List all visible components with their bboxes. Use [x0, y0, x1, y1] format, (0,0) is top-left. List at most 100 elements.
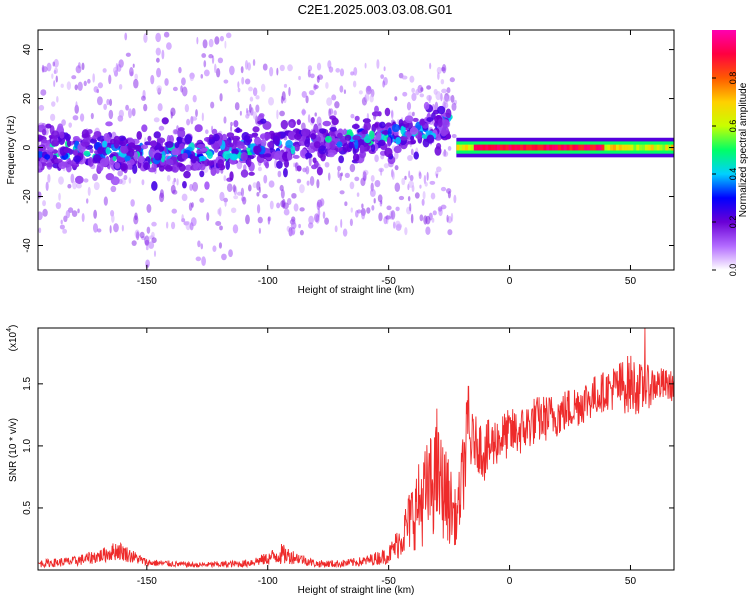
heatmap-cell: [378, 167, 384, 173]
heatmap-cell: [92, 73, 95, 83]
heatmap-cell: [310, 117, 315, 124]
heatmap-cell: [147, 135, 152, 142]
heatmap-cell: [120, 163, 128, 171]
heatmap-cell: [172, 128, 179, 135]
y-tick-label: 20: [22, 93, 33, 105]
heatmap-cell: [212, 142, 220, 150]
heatmap-cell: [164, 78, 169, 86]
heatmap-cell: [249, 96, 254, 102]
heatmap-cell: [252, 182, 257, 189]
heatmap-cell: [233, 195, 239, 200]
heatmap-cell: [391, 110, 394, 119]
heatmap-cell: [329, 108, 334, 115]
heatmap-cell: [264, 153, 272, 158]
heatmap-cell: [423, 174, 427, 185]
heatmap-cell: [276, 67, 279, 76]
heatmap-cell: [485, 144, 489, 151]
y-tick-label: 1.0: [22, 439, 33, 453]
heatmap-cell: [406, 101, 412, 111]
heatmap-cell: [263, 174, 268, 184]
heatmap-cell: [286, 151, 292, 161]
x-tick-label: -50: [381, 576, 396, 587]
heatmap-cell: [109, 225, 112, 234]
heatmap-cell: [80, 141, 90, 147]
snr-series-line: [38, 328, 674, 569]
y-tick-label: 1.5: [22, 376, 33, 390]
heatmap-cell: [607, 144, 611, 151]
heatmap-cell: [228, 249, 233, 258]
heatmap-cell: [598, 144, 602, 151]
heatmap-cell: [613, 144, 617, 151]
heatmap-cell: [60, 219, 63, 225]
heatmap-cell: [618, 144, 623, 151]
heatmap-cell: [47, 173, 51, 183]
heatmap-cell: [225, 32, 232, 39]
heatmap-cell: [65, 210, 71, 219]
heatmap-cell: [41, 66, 48, 73]
heatmap-cell: [543, 144, 547, 151]
heatmap-cell: [391, 123, 400, 133]
heatmap-cell: [304, 139, 311, 148]
colorbar-ticks: 0.0 0.2 0.4 0.6 0.8: [712, 72, 738, 277]
heatmap-cell: [312, 157, 317, 164]
heatmap-cell: [318, 145, 327, 155]
colorbar-gradient: [712, 30, 736, 270]
heatmap-cell: [324, 162, 330, 168]
heatmap-cell: [446, 87, 451, 94]
heatmap-cell: [344, 134, 352, 141]
heatmap-cell: [185, 220, 191, 231]
heatmap-cell: [202, 39, 208, 49]
heatmap-cell: [241, 76, 245, 85]
snr-y-scale: (x104): [6, 325, 19, 352]
heatmap-cell: [186, 118, 191, 126]
heatmap-cell: [67, 184, 72, 189]
heatmap-cell: [90, 112, 94, 120]
heatmap-cell: [46, 62, 52, 72]
heatmap-cell: [118, 109, 124, 118]
heatmap-cell: [456, 144, 460, 151]
heatmap-cell: [149, 140, 158, 147]
heatmap-cell: [252, 59, 256, 67]
heatmap-cell: [264, 161, 270, 169]
heatmap-cell: [267, 141, 273, 148]
heatmap-cell: [329, 126, 337, 132]
heatmap-cell: [53, 158, 63, 163]
heatmap-cell: [624, 144, 628, 151]
heatmap-cell: [240, 151, 248, 162]
x-tick-label: 50: [625, 576, 637, 587]
heatmap-cell: [630, 144, 634, 151]
heatmap-cell: [316, 179, 320, 189]
heatmap-cell: [153, 250, 157, 257]
y-tick-label: 0.5: [22, 501, 33, 515]
heatmap-cell: [232, 224, 239, 234]
heatmap-cell: [155, 57, 160, 63]
heatmap-cell: [572, 144, 576, 151]
heatmap-cell: [511, 144, 515, 151]
snr-panel: -150 -100 -50 0 50 0.5 1.0 1.5 Height of strai…: [6, 325, 675, 596]
heatmap-cell: [644, 144, 649, 151]
heatmap-cell: [216, 68, 221, 78]
snr-y-scale-exponent: 4: [6, 328, 13, 332]
heatmap-cell: [378, 139, 386, 147]
colorbar-tick-label: 0.0: [728, 264, 738, 277]
heatmap-cell: [245, 113, 250, 119]
heatmap-cell: [331, 94, 337, 101]
heatmap-cell: [401, 75, 408, 80]
x-tick-label: 50: [625, 276, 637, 287]
heatmap-cell: [141, 179, 145, 186]
heatmap-cell: [523, 144, 527, 151]
heatmap-cell: [131, 240, 137, 246]
heatmap-cell: [339, 68, 345, 77]
x-tick-label: -100: [258, 576, 278, 587]
heatmap-cell: [219, 225, 223, 231]
heatmap-cell: [274, 152, 280, 160]
heatmap-cell: [361, 129, 369, 135]
heatmap-cell: [520, 144, 524, 151]
heatmap-cell: [74, 84, 78, 91]
heatmap-cell: [226, 132, 235, 138]
heatmap-cell: [83, 150, 91, 156]
heatmap-cell: [355, 210, 359, 218]
heatmap-cell: [440, 78, 445, 85]
snr-y-scale-label: (x104): [6, 325, 19, 352]
heatmap-cell: [329, 115, 337, 120]
